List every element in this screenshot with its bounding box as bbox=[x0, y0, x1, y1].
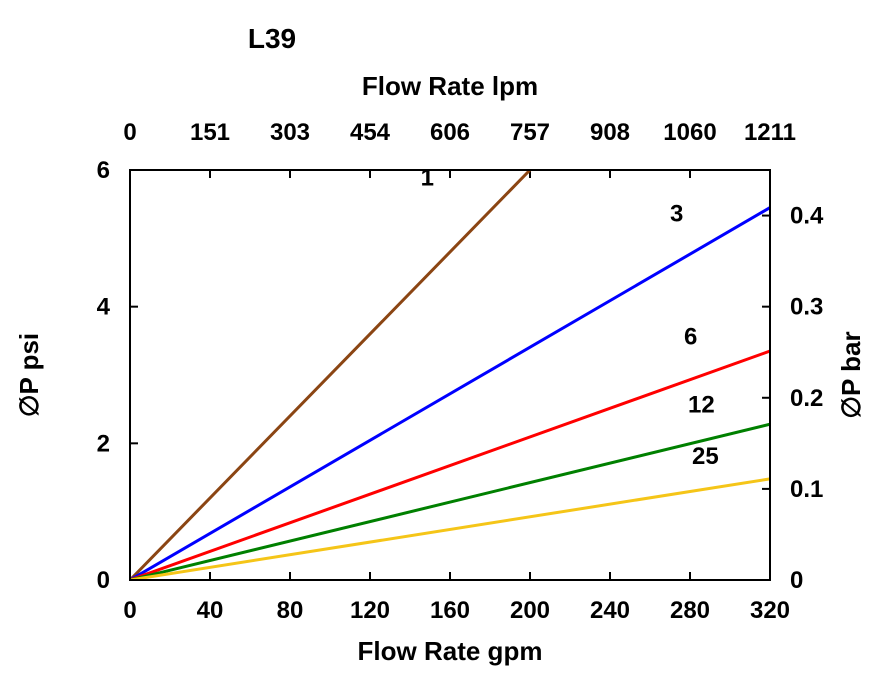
y-right-tick-label: 0.3 bbox=[790, 294, 823, 321]
y-left-tick-label: 6 bbox=[97, 157, 110, 184]
y-right-tick-label: 0.4 bbox=[790, 203, 824, 230]
y-left-tick-label: 0 bbox=[97, 567, 110, 594]
chart-background bbox=[0, 0, 884, 694]
x-top-tick-label: 454 bbox=[350, 119, 391, 146]
series-label-12: 12 bbox=[688, 392, 715, 419]
x-top-tick-label: 1060 bbox=[663, 119, 716, 146]
series-label-25: 25 bbox=[692, 443, 719, 470]
y-left-tick-label: 4 bbox=[97, 294, 111, 321]
x-bottom-tick-label: 320 bbox=[750, 597, 790, 624]
y-right-tick-label: 0 bbox=[790, 567, 803, 594]
x-bottom-tick-label: 160 bbox=[430, 597, 470, 624]
x-bottom-tick-label: 280 bbox=[670, 597, 710, 624]
y-left-tick-label: 2 bbox=[97, 430, 110, 457]
y-right-tick-label: 0.1 bbox=[790, 476, 823, 503]
x-top-tick-label: 757 bbox=[510, 119, 550, 146]
x-bottom-axis-label: Flow Rate gpm bbox=[358, 636, 543, 666]
series-label-3: 3 bbox=[670, 200, 683, 227]
series-label-1: 1 bbox=[421, 165, 434, 192]
y-right-axis-label: ∅P bar bbox=[836, 331, 866, 418]
x-top-tick-label: 151 bbox=[190, 119, 230, 146]
x-bottom-tick-label: 120 bbox=[350, 597, 390, 624]
series-label-6: 6 bbox=[684, 323, 697, 350]
x-bottom-tick-label: 240 bbox=[590, 597, 630, 624]
x-top-tick-label: 1211 bbox=[744, 119, 796, 146]
pressure-flow-chart: L39Flow Rate lpm015130345460675790810601… bbox=[0, 0, 884, 694]
y-left-axis-label: ∅P psi bbox=[14, 333, 44, 417]
x-top-tick-label: 0 bbox=[123, 119, 136, 146]
x-top-axis-label: Flow Rate lpm bbox=[362, 71, 538, 101]
x-top-tick-label: 908 bbox=[590, 119, 630, 146]
x-top-tick-label: 303 bbox=[270, 119, 310, 146]
y-right-tick-label: 0.2 bbox=[790, 385, 823, 412]
x-bottom-tick-label: 0 bbox=[123, 597, 136, 624]
x-bottom-tick-label: 80 bbox=[277, 597, 304, 624]
chart-svg: L39Flow Rate lpm015130345460675790810601… bbox=[0, 0, 884, 694]
x-top-tick-label: 606 bbox=[430, 119, 470, 146]
x-bottom-tick-label: 40 bbox=[197, 597, 224, 624]
chart-title: L39 bbox=[248, 23, 296, 54]
x-bottom-tick-label: 200 bbox=[510, 597, 550, 624]
